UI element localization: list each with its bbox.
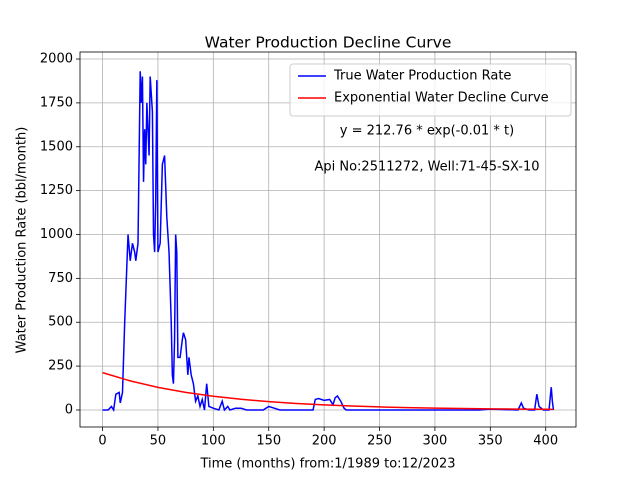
y-tick-label: 0 [65, 402, 73, 417]
y-tick-label: 1000 [40, 227, 73, 242]
legend-label: Exponential Water Decline Curve [334, 91, 549, 106]
data-line [102, 71, 555, 413]
legend-label: True Water Production Rate [333, 69, 511, 84]
chart-title: Water Production Decline Curve [205, 34, 452, 52]
y-tick-label: 1250 [40, 183, 73, 198]
y-tick-label: 2000 [40, 52, 73, 67]
y-tick-label: 250 [48, 359, 73, 374]
x-tick-label: 350 [478, 434, 503, 449]
x-tick-label: 250 [367, 434, 392, 449]
legend-box [289, 63, 572, 117]
x-tick-label: 0 [98, 434, 106, 449]
y-tick-label: 1750 [40, 95, 73, 110]
x-tick-label: 150 [256, 434, 281, 449]
x-tick-label: 50 [150, 434, 167, 449]
x-tick-label: 300 [422, 434, 447, 449]
y-axis-label: Water Production Rate (bbl/month) [15, 127, 30, 354]
y-tick-label: 750 [48, 271, 73, 286]
x-axis-label: Time (months) from:1/1989 to:12/2023 [199, 457, 455, 472]
annotation: y = 212.76 * exp(-0.01 * t) [340, 124, 514, 139]
y-tick-label: 500 [48, 315, 73, 330]
x-tick-label: 100 [201, 434, 226, 449]
x-tick-label: 400 [533, 434, 558, 449]
x-tick-label: 200 [312, 434, 337, 449]
data-line [102, 371, 554, 411]
plot-frame [79, 51, 577, 428]
annotation: Api No:2511272, Well:71-45-SX-10 [314, 160, 539, 175]
y-tick-label: 1500 [40, 139, 73, 154]
